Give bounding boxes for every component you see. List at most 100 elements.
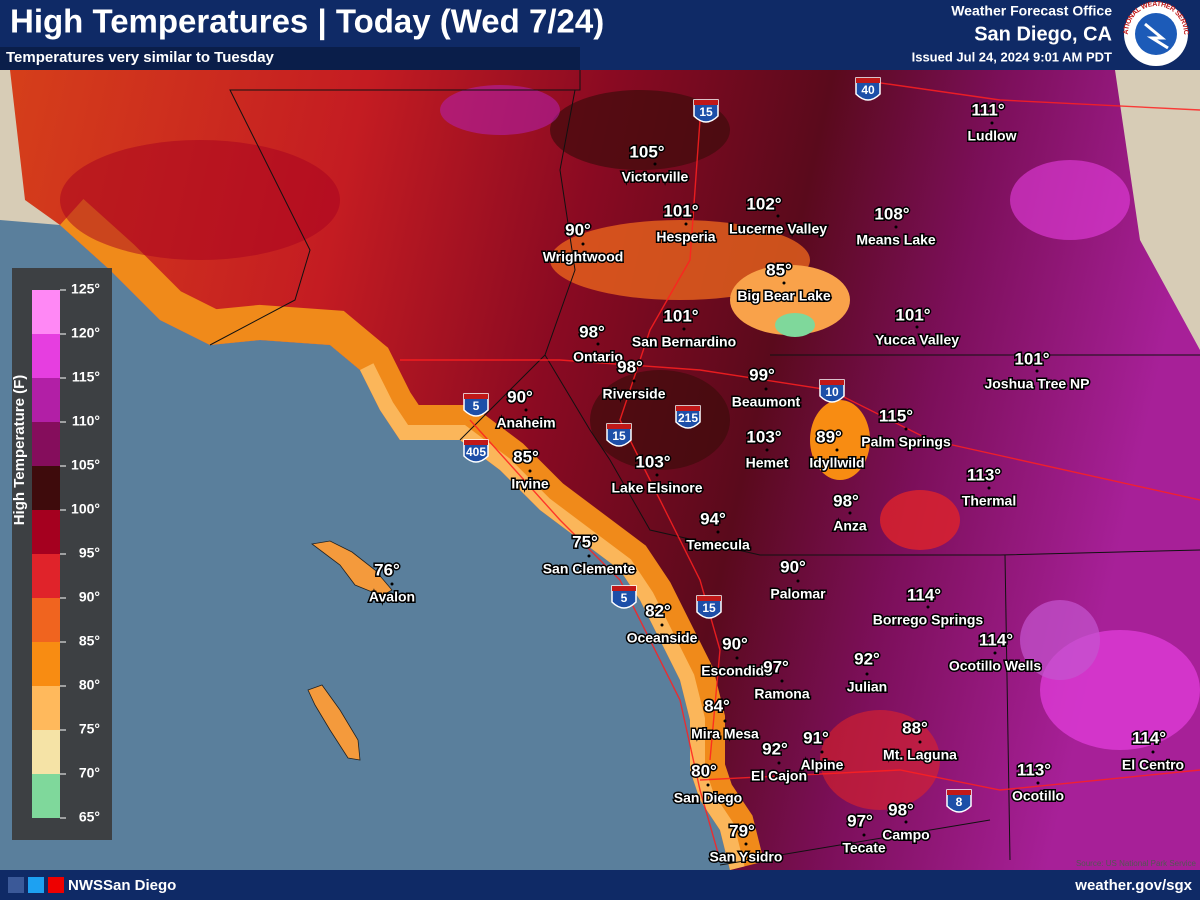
city-temp: 98° [579,322,605,341]
shield-top [820,380,844,385]
shield-number: 10 [825,385,839,399]
legend: 125° 120° 115° 110° 105° 100° 95° 90° 85° 80° 75° 7… [32,281,100,825]
city-temp: 113° [1017,760,1051,779]
shield [463,439,489,463]
city-dot [915,325,919,329]
city-temp: 111° [971,100,1004,119]
website[interactable]: weather.gov/sgx [1074,877,1192,894]
city-name: Julian [847,679,887,695]
city-dot [682,327,686,331]
city-temp: 103° [635,452,670,471]
city-temp: 90° [780,557,806,576]
shield-top [464,440,488,445]
city-temp: 101° [895,305,930,324]
city-name: Ocotillo Wells [949,658,1042,674]
shield-number: 405 [466,445,486,459]
city-name: Palomar [770,586,826,602]
legend-swatch [32,378,60,422]
city-name: Ontario [573,349,623,365]
shield [819,379,845,403]
shield-number: 8 [956,795,963,809]
city-temp: 82° [645,601,671,620]
city-dot [723,719,727,723]
city-temp: 89° [816,427,842,446]
city-temp: 80° [691,761,717,780]
footer-bar [0,870,1200,900]
shield-top [612,586,636,591]
city-name: Hesperia [656,229,715,245]
city-dot [528,469,532,473]
city-name: Anza [833,518,867,534]
city-temp: 103° [746,427,781,446]
city-temp: 79° [729,821,755,840]
legend-swatch [32,510,60,554]
legend-swatch [32,466,60,510]
city-temp: 90° [565,220,591,239]
subtitle: Temperatures very similar to Tuesday [6,49,275,66]
city-dot [780,679,784,683]
city-name: El Cajon [751,768,807,784]
city-temp: 98° [617,357,643,376]
county-borders [209,70,1200,866]
city-name: Campo [882,827,929,843]
city-temp: 84° [704,696,730,715]
city-temp: 88° [902,718,928,737]
shield [611,585,637,609]
city-dot [1035,369,1039,373]
location: San Diego, CA [974,23,1112,45]
shield [696,595,722,619]
shield-top [947,790,971,795]
city-name: Wrightwood [543,249,624,265]
shield-number: 5 [621,591,628,605]
city-temp: 98° [833,491,859,510]
city-dot [926,605,930,609]
legend-swatch [32,334,60,378]
city-temp: 99° [749,365,775,384]
city-name: Victorville [622,169,689,185]
city-dot [744,842,748,846]
youtube-icon[interactable] [48,877,64,893]
city-temp: 113° [967,465,1001,484]
city-dot [894,225,898,229]
legend-label: 95° [79,545,100,561]
legend-label: 65° [79,809,100,825]
city-temp: 98° [888,800,914,819]
facebook-icon[interactable] [8,877,24,893]
legend-swatch [32,774,60,818]
shield-top [694,100,718,105]
city-temp: 97° [847,811,873,830]
city-name: San Ysidro [710,849,783,865]
logo-bolt [1144,22,1169,50]
san-clemente-island [307,684,361,761]
city-name: Ramona [754,686,809,702]
legend-label: 100° [71,501,100,517]
shield [675,405,701,429]
twitter-icon[interactable] [28,877,44,893]
city-name: Ocotillo [1012,788,1064,804]
issued: Issued Jul 24, 2024 9:01 AM PDT [912,49,1112,64]
shield-top [676,406,700,411]
city-dot [1036,781,1040,785]
city-name: Idyllwild [809,455,864,471]
city-temp: 102° [746,194,781,213]
city-name: El Centro [1122,757,1184,773]
city-name: Temecula [686,537,750,553]
city-temp: 92° [854,649,880,668]
shield-number: 215 [678,411,698,425]
city-name: Tecate [842,840,886,856]
shield-number: 15 [612,429,626,443]
legend-label: 85° [79,633,100,649]
city-temp: 97° [763,657,789,676]
city-name: Avalon [369,589,415,605]
title: High Temperatures | Today (Wed 7/24) [10,3,604,40]
roads [400,79,1200,861]
city-dot [987,486,991,490]
city-dot [1151,750,1155,754]
legend-label: 120° [71,325,100,341]
city-dot [581,242,585,246]
city-temp: 101° [663,201,698,220]
city-name: Hemet [746,455,789,471]
city-temp: 92° [762,739,788,758]
city-dot [632,379,636,383]
city-name: Lake Elsinore [611,480,702,496]
